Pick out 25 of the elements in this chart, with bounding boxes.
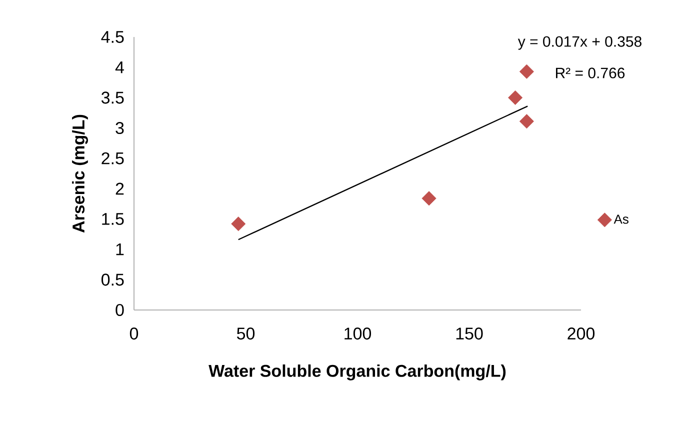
point xyxy=(422,191,436,206)
annotation: R² = 0.766 xyxy=(556,68,625,78)
y-tick-label: 2 xyxy=(116,182,124,195)
y-tick-label: 0 xyxy=(116,304,124,316)
y-tick-label: 3 xyxy=(116,122,124,134)
point xyxy=(231,216,246,232)
y-tick-label: 4.5 xyxy=(101,31,124,43)
x-tick-label: 0 xyxy=(130,328,138,340)
x-tick-label: 100 xyxy=(344,328,372,340)
y-tick-label: 3.5 xyxy=(101,92,124,104)
y-tick-label: 1.5 xyxy=(102,213,124,225)
point xyxy=(519,64,534,79)
x-tick-label: 200 xyxy=(568,328,595,340)
x-axis-title: Water Soluble Organic Carbon(mg/L) xyxy=(208,364,506,380)
annotation: y = 0.017x + 0.358 xyxy=(518,36,642,50)
x-tick-label: 50 xyxy=(236,328,255,340)
y-tick-label: 1 xyxy=(116,243,124,256)
x-tick-label: 150 xyxy=(456,328,483,340)
legend-label: As xyxy=(614,214,628,224)
y-tick-label: 4 xyxy=(115,61,124,74)
y-tick-label: 0.5 xyxy=(101,274,124,286)
point xyxy=(519,114,534,129)
y-axis-title: Arsenic (mg/L) xyxy=(72,114,88,233)
y-tick-label: 2.5 xyxy=(102,152,124,164)
point xyxy=(508,90,523,105)
